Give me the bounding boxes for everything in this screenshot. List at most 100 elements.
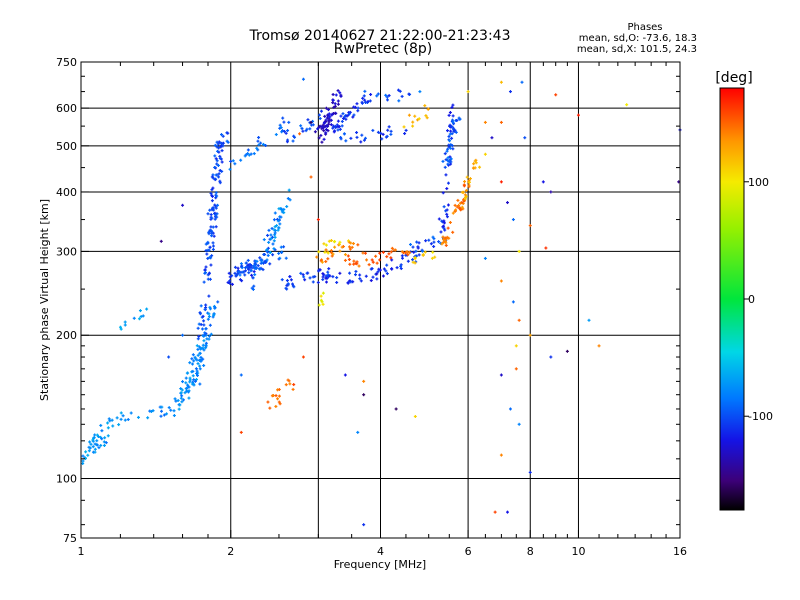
data-point-x-f-up	[444, 241, 448, 245]
data-point-o-low-cyan	[137, 317, 141, 321]
data-point-o-high	[332, 105, 336, 109]
data-point-o-low-cyan	[81, 454, 85, 458]
data-point-o-high	[317, 136, 321, 140]
data-point-o-low-cyan	[93, 447, 97, 451]
data-point-o-high	[330, 112, 334, 116]
data-point-o-f	[327, 267, 331, 271]
data-point-o-low	[209, 332, 213, 336]
data-point-o-low	[179, 391, 183, 395]
data-point-o-f	[247, 271, 251, 275]
data-point-o-f-up	[450, 136, 454, 140]
data-point-o-f	[273, 225, 277, 229]
data-point-o-e-cusp	[211, 173, 215, 177]
data-point-o-e-cusp	[216, 203, 220, 207]
data-point-x-f	[330, 251, 334, 255]
data-point-o-f-up	[442, 205, 446, 209]
data-point-o-f	[411, 258, 415, 262]
data-point	[554, 93, 558, 97]
data-point-o-f	[291, 282, 295, 286]
data-point-o-e-cusp	[219, 133, 223, 137]
data-point-x-f	[351, 242, 355, 246]
data-point-x-f	[400, 250, 404, 254]
data-point-o-low-cyan	[107, 417, 111, 421]
data-point	[549, 355, 553, 359]
data-point-o-f	[338, 271, 342, 275]
data-point-x-f-up	[458, 201, 462, 205]
data-point-o-f	[291, 284, 295, 288]
data-point-o-f	[269, 237, 273, 241]
data-point-o-e-cusp	[202, 319, 206, 323]
data-point-o-high	[300, 126, 304, 130]
data-point-x-f	[354, 261, 358, 265]
data-point-o-f-up	[443, 152, 447, 156]
data-point-x-f	[327, 239, 331, 243]
data-point-x-f	[350, 245, 354, 249]
data-point-o-f	[424, 239, 428, 243]
data-point-o-f	[284, 256, 288, 260]
data-point-o-high	[376, 92, 380, 96]
data-point-o-f-up	[443, 228, 447, 232]
data-point	[285, 140, 289, 144]
data-point-x-f	[357, 264, 361, 268]
data-point-o-high	[311, 123, 315, 127]
data-point-o-low	[187, 389, 191, 393]
data-point-x-f	[370, 258, 374, 262]
data-point	[483, 120, 487, 124]
data-point-o-f	[265, 258, 269, 262]
data-point-o-f	[432, 245, 436, 249]
data-point-o-high	[282, 120, 286, 124]
data-point-o-high	[386, 98, 390, 102]
data-point-o-f-up	[442, 224, 446, 228]
data-point-x-f	[343, 253, 347, 257]
data-point-o-e-cusp	[210, 194, 214, 198]
data-point	[499, 180, 503, 184]
data-point-x-f	[338, 240, 342, 244]
data-point-o-low-cyan	[162, 413, 166, 417]
data-point-o-e-cusp	[211, 186, 215, 190]
data-point-o-f	[254, 262, 258, 266]
data-point-o-high	[364, 100, 368, 104]
data-point	[517, 318, 521, 322]
data-point-o-f	[328, 274, 332, 278]
data-point-o-f-up	[450, 118, 454, 122]
data-point-o-high	[362, 138, 366, 142]
data-point	[181, 333, 185, 337]
data-point-o-f	[346, 281, 350, 285]
data-point-o-f	[279, 245, 283, 249]
data-point-o-high	[292, 134, 296, 138]
data-point-o-low-cyan	[126, 418, 130, 422]
data-point-o-low-cyan	[87, 449, 91, 453]
data-point-o-high	[363, 98, 367, 102]
data-point-o-high	[336, 119, 340, 123]
data-point-o-low-cyan	[151, 409, 155, 413]
data-point-x-low	[288, 382, 292, 386]
data-point-o-e-cusp	[204, 271, 208, 275]
data-point	[206, 212, 210, 216]
data-point-o-f	[303, 278, 307, 282]
data-point-x-f	[367, 263, 371, 267]
data-point-o-f	[417, 253, 421, 257]
data-point-o-high-x	[416, 118, 420, 122]
data-point-o-low	[194, 357, 198, 361]
data-point-x-f-up	[468, 177, 472, 181]
data-point-o-f	[268, 262, 272, 266]
data-point-o-high	[353, 105, 357, 109]
data-point-o-e-cusp	[214, 196, 218, 200]
data-point-o-high	[325, 116, 329, 120]
data-point-o-e-cusp	[207, 271, 211, 275]
data-point-o-f-up	[448, 111, 452, 115]
data-point-o-high	[336, 125, 340, 129]
data-point-o-high	[301, 129, 305, 133]
stats-header: Phases	[627, 22, 662, 33]
data-point-x-f	[408, 250, 412, 254]
data-point-o-e-cusp	[214, 191, 218, 195]
data-point-o-f	[321, 278, 325, 282]
data-point-o-low-cyan	[111, 424, 115, 428]
data-point-o-high	[334, 93, 338, 97]
data-point	[508, 407, 512, 411]
data-point-o-high	[313, 130, 317, 134]
data-point-o-high	[308, 127, 312, 131]
data-point-o-e-cusp	[208, 277, 212, 281]
data-point-o-f	[272, 239, 276, 243]
data-point-o-high	[323, 114, 327, 118]
